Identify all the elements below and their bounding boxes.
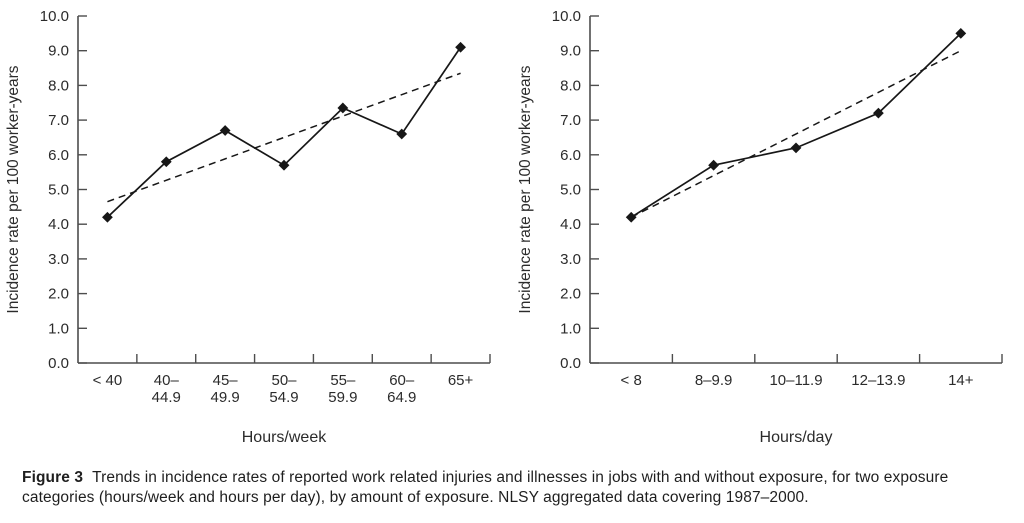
x-axis-title: Hours/week (242, 429, 327, 446)
x-category-label: 64.9 (387, 389, 416, 406)
y-tick-label: 5.0 (48, 182, 69, 199)
y-tick-label: 1.0 (560, 320, 581, 337)
y-tick-label: 4.0 (560, 216, 581, 233)
y-tick-label: 6.0 (560, 147, 581, 164)
chart-hours-day-panel: 0.0 1.0 2.0 3.0 4.0 5.0 6.0 7.0 8.0 9.0 10.0 < 8 8–9… (512, 0, 1024, 460)
data-point-marker (708, 159, 719, 171)
y-tick-label: 4.0 (48, 216, 69, 233)
y-tick-label: 0.0 (48, 355, 69, 372)
x-category-label: 54.9 (269, 389, 298, 406)
data-point-marker (955, 27, 967, 39)
x-axis-title: Hours/day (760, 429, 833, 446)
y-tick-label: 9.0 (560, 43, 581, 60)
data-point-marker (790, 142, 802, 154)
y-tick-label: 7.0 (560, 112, 581, 129)
data-point-marker (873, 107, 884, 119)
data-point-marker (102, 211, 113, 223)
y-tick-label: 3.0 (560, 251, 581, 268)
y-axis-title: Incidence rate per 100 worker-years (517, 65, 534, 313)
y-tick-label: 2.0 (48, 286, 69, 303)
figure-caption-text: Trends in incidence rates of reported wo… (22, 469, 949, 507)
y-tick-label: 2.0 (560, 286, 581, 303)
y-tick-label: 0.0 (560, 355, 581, 372)
trend-line (107, 72, 461, 203)
x-category-label: 44.9 (152, 389, 181, 406)
figure-caption-label: Figure 3 (22, 469, 84, 486)
y-axis-title: Incidence rate per 100 worker-years (5, 65, 22, 313)
y-tick-label: 5.0 (560, 182, 581, 199)
x-category-label: 40– (154, 372, 180, 389)
x-category-label: 50– (271, 372, 297, 389)
data-point-marker (455, 41, 466, 53)
y-tick-label: 1.0 (48, 320, 69, 337)
line-chart-hours-day: 0.0 1.0 2.0 3.0 4.0 5.0 6.0 7.0 8.0 9.0 10.0 < 8 8–9… (517, 8, 1003, 446)
x-category-label: 10–11.9 (769, 372, 822, 389)
x-category-label: 65+ (448, 372, 474, 389)
x-category-label: 49.9 (211, 389, 240, 406)
x-category-label: 55– (330, 372, 356, 389)
data-point-marker (160, 156, 172, 168)
y-tick-label: 7.0 (48, 112, 69, 129)
x-category-label: 60– (389, 372, 415, 389)
y-tick-label: 9.0 (48, 43, 69, 60)
y-tick-label: 10.0 (40, 8, 69, 25)
chart-hours-week-panel: 0.0 1.0 2.0 3.0 4.0 5.0 6.0 7.0 8.0 9.0 10.0 < 40 40… (0, 0, 512, 460)
data-point-marker (625, 211, 637, 223)
data-point-marker (219, 125, 231, 136)
y-tick-label: 8.0 (48, 77, 69, 94)
x-category-label: < 8 (621, 372, 642, 389)
data-series-line (630, 32, 962, 218)
data-point-marker (278, 159, 290, 171)
data-point-marker (396, 128, 408, 140)
x-category-label: 12–13.9 (851, 372, 905, 389)
data-point-marker (337, 102, 349, 114)
x-category-label: 14+ (948, 372, 974, 389)
x-category-label: 8–9.9 (695, 372, 733, 389)
x-category-label: 59.9 (328, 389, 357, 406)
y-tick-label: 3.0 (48, 251, 69, 268)
figure-caption: Figure 3 Trends in incidence rates of rep… (22, 468, 1010, 509)
x-category-label: 45– (213, 372, 239, 389)
line-chart-hours-week: 0.0 1.0 2.0 3.0 4.0 5.0 6.0 7.0 8.0 9.0 10.0 < 40 40… (5, 8, 491, 446)
y-tick-label: 10.0 (552, 8, 581, 25)
x-category-label: < 40 (93, 372, 123, 389)
y-tick-label: 6.0 (48, 147, 69, 164)
y-tick-label: 8.0 (560, 77, 581, 94)
trend-line (630, 50, 962, 218)
data-series-line (106, 46, 462, 218)
charts-row: 0.0 1.0 2.0 3.0 4.0 5.0 6.0 7.0 8.0 9.0 10.0 < 40 40… (0, 0, 1024, 460)
